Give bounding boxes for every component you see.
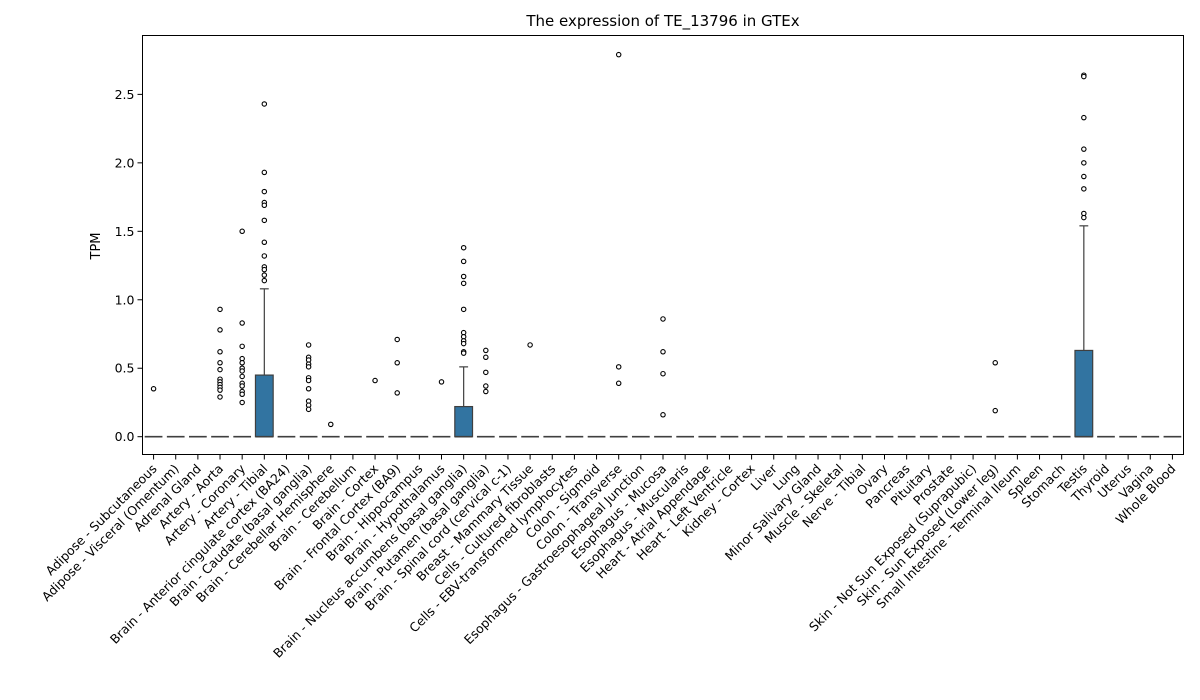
outlier-point — [1081, 173, 1087, 180]
y-tick-label: 1.5 — [115, 224, 135, 239]
outlier-point — [438, 379, 445, 385]
outlier-point — [483, 369, 489, 376]
outlier-point — [1081, 160, 1087, 166]
outlier-point — [483, 354, 489, 361]
outlier-point — [217, 349, 223, 355]
category-group — [521, 342, 539, 438]
outlier-point — [261, 239, 268, 246]
chart-title: The expression of TE_13796 in GTEx — [525, 12, 799, 31]
outlier-point — [261, 188, 268, 195]
outlier-point — [239, 399, 245, 406]
outlier-point — [239, 360, 245, 366]
outlier-point — [460, 340, 467, 347]
outlier-point — [217, 394, 223, 400]
outlier-point — [261, 101, 268, 107]
outlier-point — [239, 368, 245, 374]
category-group — [986, 360, 1005, 438]
axes-frame — [142, 35, 1184, 455]
outlier-point — [394, 390, 400, 396]
y-axis-label: TPM — [89, 233, 104, 261]
category-group — [233, 228, 252, 438]
outlier-point — [460, 306, 467, 313]
outlier-point — [239, 228, 245, 235]
outlier-point — [328, 421, 334, 428]
outlier-point — [1081, 186, 1087, 192]
outlier-point — [239, 391, 245, 398]
outlier-point — [217, 360, 223, 366]
outlier-point — [460, 244, 467, 251]
outlier-point — [261, 202, 268, 209]
outlier-point — [660, 316, 666, 322]
category-group — [144, 386, 163, 438]
outlier-point — [261, 266, 268, 273]
outlier-point — [615, 51, 622, 58]
box — [454, 405, 474, 438]
y-tick-label: 0.5 — [115, 361, 135, 376]
outlier-point — [660, 412, 666, 418]
category-group — [454, 244, 474, 438]
outlier-point — [239, 383, 245, 389]
outlier-point — [615, 380, 622, 387]
outlier-point — [1081, 73, 1087, 80]
outlier-point — [372, 377, 378, 384]
outlier-point — [305, 377, 312, 384]
y-tick-label: 2.5 — [115, 87, 135, 102]
y-tick-label: 1.0 — [115, 292, 135, 307]
outlier-point — [239, 320, 245, 326]
outlier-point — [261, 217, 268, 224]
outlier-point — [460, 280, 467, 287]
outlier-point — [305, 386, 312, 392]
outlier-point — [660, 349, 666, 355]
box — [254, 374, 274, 438]
outlier-point — [992, 407, 998, 414]
category-group — [366, 377, 384, 438]
outlier-point — [261, 169, 268, 176]
outlier-point — [1081, 214, 1087, 221]
outlier-point — [239, 343, 245, 350]
outlier-point — [239, 373, 245, 380]
category-group — [388, 336, 407, 438]
category-group — [432, 379, 451, 438]
outlier-point — [394, 360, 400, 366]
outlier-point — [217, 366, 223, 373]
outlier-point — [460, 273, 467, 280]
outlier-point — [460, 258, 467, 265]
outlier-point — [483, 388, 489, 395]
category-group — [299, 342, 318, 438]
y-tick-label: 0.0 — [115, 429, 135, 444]
outlier-point — [217, 327, 223, 333]
outlier-point — [305, 364, 312, 370]
outlier-point — [261, 272, 268, 278]
category-group — [254, 101, 274, 438]
outlier-point — [615, 364, 622, 370]
outlier-point — [150, 386, 157, 392]
box — [1074, 349, 1094, 438]
outlier-point — [483, 383, 489, 389]
category-group — [476, 347, 495, 438]
outlier-point — [460, 350, 467, 356]
outlier-point — [305, 406, 312, 413]
outlier-point — [261, 277, 268, 284]
outlier-point — [261, 253, 268, 259]
outlier-point — [527, 342, 533, 348]
outlier-point — [394, 336, 400, 343]
category-group — [609, 51, 628, 438]
outlier-point — [1081, 146, 1087, 152]
outlier-point — [1081, 114, 1087, 121]
outlier-point — [217, 306, 223, 313]
y-tick-label: 2.0 — [115, 155, 135, 170]
outlier-point — [660, 370, 666, 377]
outlier-point — [305, 342, 312, 348]
category-group — [1074, 72, 1094, 438]
category-group — [654, 316, 672, 438]
outlier-point — [483, 347, 489, 354]
outlier-point — [992, 360, 998, 366]
category-group — [321, 421, 340, 438]
outlier-point — [217, 387, 223, 393]
category-group — [211, 306, 229, 438]
